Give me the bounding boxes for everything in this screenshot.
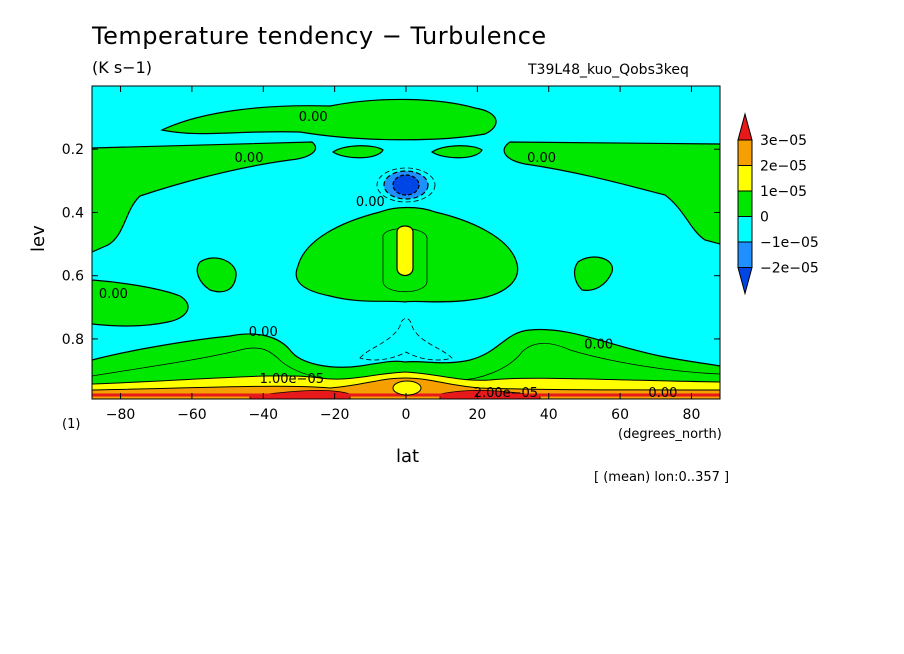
- contour-label: 0.00: [527, 151, 556, 166]
- contour-neg-lower: [359, 318, 453, 361]
- x-tick-label: −60: [177, 407, 207, 423]
- contour-label: 0.00: [648, 386, 677, 401]
- colorbar-label: 2e−05: [760, 159, 807, 175]
- colorbar-swatch: [737, 139, 753, 166]
- run-label: T39L48_kuo_Qobs3keq: [528, 62, 689, 78]
- colorbar-swatch: [737, 165, 753, 192]
- colorbar-label: 3e−05: [760, 133, 807, 149]
- colorbar-swatch: [737, 241, 753, 268]
- plot-area: [92, 86, 720, 399]
- region-island-left: [331, 145, 384, 159]
- x-tick-label: −80: [106, 407, 136, 423]
- region-island-right: [430, 145, 483, 159]
- x-unit-label: (degrees_north): [618, 427, 722, 442]
- units-label: (K s−1): [92, 58, 152, 77]
- axis-ticks: −80 −60 −40 −20 0 20 40 60 80 0.2 0.4 0.6 0.8: [62, 86, 720, 423]
- x-axis-label: lat: [396, 446, 420, 467]
- region-upper-band: [160, 98, 497, 141]
- x-tick-label: 80: [683, 407, 701, 423]
- x-tick-label: 0: [402, 407, 411, 423]
- contour-lower-thin: [92, 343, 720, 381]
- contour-label: 0.00: [235, 151, 264, 166]
- contour-labels: 0.00 0.00 0.00 0.00 0.00 0.00 0.00 1.00e−05 2.00…: [99, 110, 677, 401]
- x-tick-label: −40: [248, 407, 278, 423]
- x-tick-label: 40: [540, 407, 558, 423]
- y-unit-label: (1): [62, 417, 81, 432]
- colorbar-label: −1e−05: [760, 235, 819, 251]
- y-tick-label: 0.4: [62, 205, 84, 221]
- colorbar-label: −2e−05: [760, 261, 819, 277]
- contour-neg-outer: [376, 167, 436, 203]
- contour-label: 1.00e−05: [260, 372, 324, 387]
- contour-label: 0.00: [299, 110, 328, 125]
- chart-title: Temperature tendency − Turbulence: [92, 22, 547, 50]
- colorbar-bottom-arrow: [737, 267, 753, 296]
- contour-label: 0.00: [99, 287, 128, 302]
- colorbar-label: 0: [760, 210, 769, 226]
- region-neg-center: [392, 174, 420, 196]
- colorbar-top-arrow: [737, 112, 753, 141]
- region-right-upper: [503, 141, 720, 245]
- y-tick-label: 0.6: [62, 269, 84, 285]
- contour-label: 0.00: [356, 195, 385, 210]
- region-central-yellow: [396, 225, 414, 277]
- colorbar-swatch: [737, 190, 753, 217]
- y-tick-label: 0.8: [62, 332, 84, 348]
- region-left-upper: [92, 141, 317, 253]
- colorbar-swatch: [737, 216, 753, 243]
- contour-central-inner: [382, 228, 428, 292]
- contour-label: 0.00: [249, 325, 278, 340]
- y-tick-label: 0.2: [62, 142, 84, 158]
- x-tick-label: 60: [611, 407, 629, 423]
- contour-label: 2.00e−05: [474, 386, 538, 401]
- region-left-lower: [92, 279, 189, 327]
- region-island-se: [573, 256, 613, 291]
- x-tick-label: 20: [468, 407, 486, 423]
- y-axis-label: lev: [28, 225, 49, 252]
- footnote: [ (mean) lon:0..357 ]: [594, 470, 730, 485]
- x-tick-label: −20: [320, 407, 350, 423]
- region-island-sw: [196, 257, 237, 293]
- colorbar-label: 1e−05: [760, 184, 807, 200]
- region-surface-center: [392, 380, 422, 396]
- contour-label: 0.00: [584, 337, 613, 352]
